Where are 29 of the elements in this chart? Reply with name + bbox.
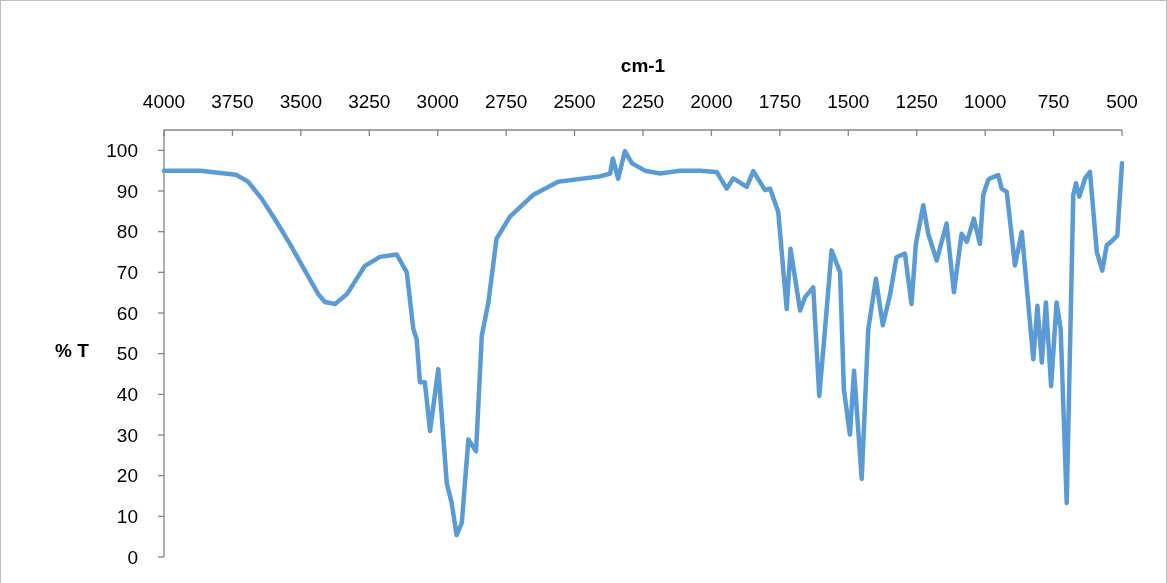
x-tick-label: 3000 (416, 91, 459, 112)
y-axis-title: % T (55, 340, 90, 362)
y-tick-label: 70 (116, 261, 138, 283)
x-tick-label: 750 (1037, 91, 1070, 112)
y-tick-label: 30 (116, 424, 138, 446)
line-series (161, 148, 1125, 538)
x-tick-label: 2000 (690, 91, 733, 112)
y-tick-label: 10 (116, 505, 138, 527)
x-tick-label: 1000 (964, 91, 1007, 112)
x-tick-label: 2250 (621, 91, 665, 112)
x-tick-label: 3750 (211, 91, 254, 112)
x-tick-label: 2750 (485, 91, 528, 112)
x-axis-title: cm-1 (620, 55, 666, 76)
y-tick-label: 0 (127, 546, 138, 568)
y-tick-label: 90 (116, 180, 138, 202)
x-tick-label: 500 (1106, 91, 1138, 112)
x-tick-label: 1500 (827, 91, 870, 112)
x-tick-label: 4000 (142, 91, 186, 112)
y-tick-label: 80 (116, 221, 138, 243)
x-tick-label: 1750 (758, 91, 801, 112)
x-tick-label: 2500 (553, 91, 596, 112)
y-tick-label: 20 (116, 465, 138, 487)
y-tick-label: 100 (106, 139, 138, 161)
y-tick-label: 40 (116, 383, 138, 405)
x-tick-label: 3500 (279, 91, 322, 112)
x-tick-label: 1250 (895, 91, 938, 112)
y-tick-label: 50 (116, 343, 138, 365)
x-tick-label: 3250 (348, 91, 391, 112)
y-tick-label: 60 (116, 302, 138, 324)
